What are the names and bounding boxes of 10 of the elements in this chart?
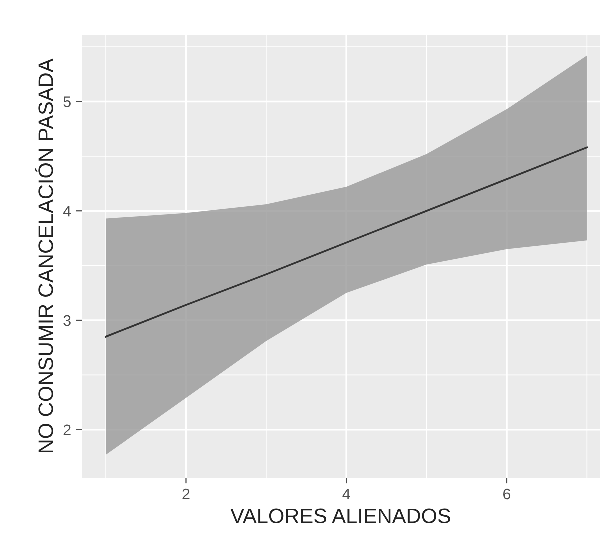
x-axis-title: VALORES ALIENADOS [230,508,450,524]
x-tick-label: 2 [182,488,190,500]
y-tick-label: 5 [64,96,71,108]
line-series [105,146,588,338]
x-tick-label: 6 [504,488,511,500]
y-tick-label: 4 [63,206,72,217]
x-tick-label: 4 [342,488,350,500]
y-tick-label: 3 [64,315,71,326]
y-axis-title: NO CONSUMIR CANCELACIÓN PASADA [35,58,54,453]
y-tick-label: 2 [64,424,71,436]
